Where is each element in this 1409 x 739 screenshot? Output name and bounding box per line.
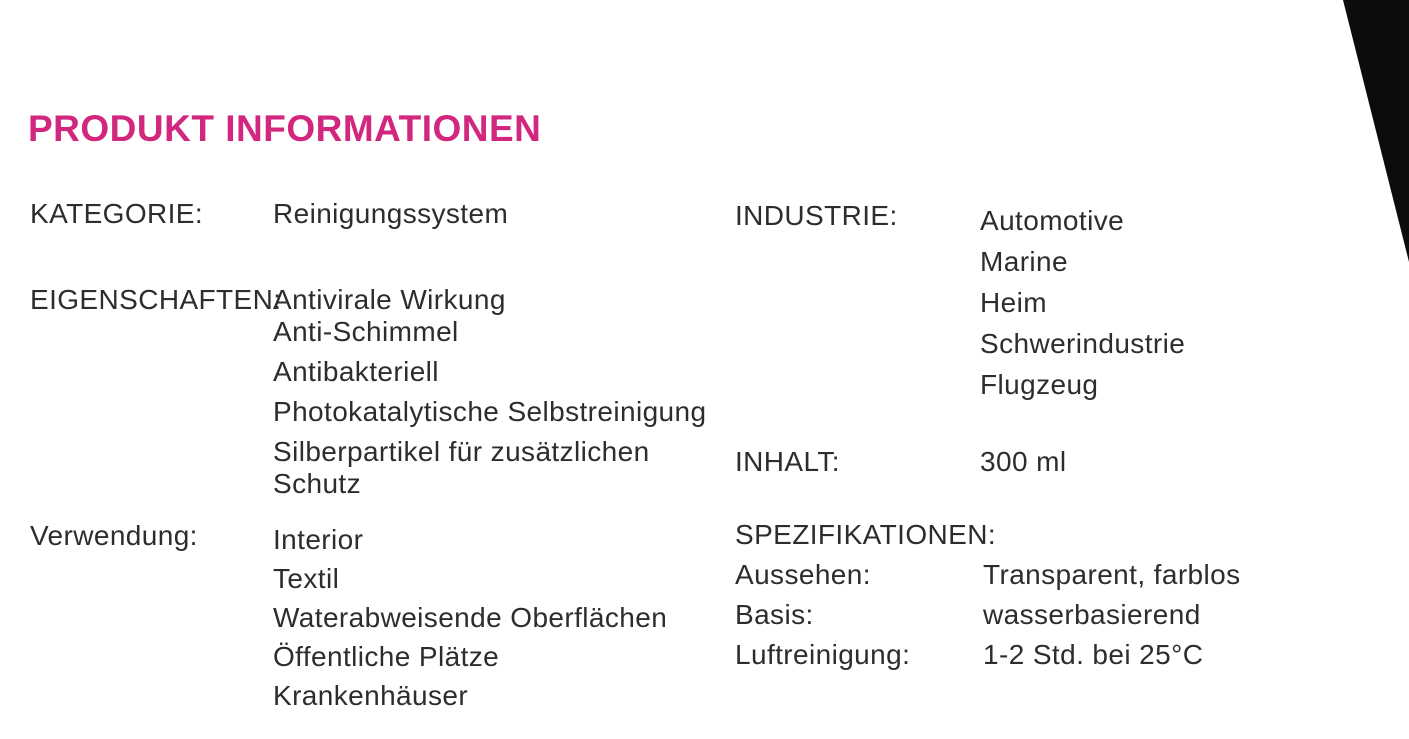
spec-row: Luftreinigung: 1-2 Std. bei 25°C — [735, 635, 1241, 675]
luftreinigung-value: 1-2 Std. bei 25°C — [983, 639, 1204, 670]
list-item: Heim — [980, 287, 1047, 318]
verwendung-label: Verwendung: — [30, 520, 198, 551]
verwendung-section: Verwendung: Interior Textil Waterabweise… — [30, 520, 667, 715]
inhalt-value: 300 ml — [980, 446, 1067, 477]
luftreinigung-label: Luftreinigung: — [735, 639, 911, 670]
spec-row: Basis: wasserbasierend — [735, 595, 1241, 635]
list-item: Anti-Schimmel — [273, 316, 459, 347]
list-item: Waterabweisende Oberflächen — [273, 602, 668, 633]
list-item: Silberpartikel für zusätzlichen Schutz — [273, 436, 650, 499]
eigenschaften-section: EIGENSCHAFTEN: Antivirale Wirkung Anti-S… — [30, 284, 743, 500]
aussehen-value: Transparent, farblos — [983, 559, 1241, 590]
kategorie-label: KATEGORIE: — [30, 198, 204, 229]
basis-value: wasserbasierend — [983, 599, 1201, 630]
list-item: Antivirale Wirkung — [273, 284, 506, 315]
list-item: Schwerindustrie — [980, 328, 1186, 359]
list-item: Automotive — [980, 205, 1125, 236]
list-item: Interior — [273, 524, 364, 555]
list-item: Photokatalytische Selbstreinigung — [273, 396, 707, 427]
kategorie-value: Reinigungssystem — [273, 198, 509, 229]
inhalt-row: INHALT: 300 ml — [735, 446, 1066, 478]
list-item: Marine — [980, 246, 1068, 277]
spezifikationen-section: SPEZIFIKATIONEN: Aussehen: Transparent, … — [735, 515, 1241, 675]
list-item: Textil — [273, 563, 340, 594]
eigenschaften-list: Antivirale Wirkung Anti-Schimmel Antibak… — [273, 284, 743, 500]
industrie-section: INDUSTRIE: Automotive Marine Heim Schwer… — [735, 200, 1185, 405]
verwendung-list: Interior Textil Waterabweisende Oberfläc… — [273, 520, 667, 715]
eigenschaften-label: EIGENSCHAFTEN: — [30, 284, 282, 315]
industrie-label: INDUSTRIE: — [735, 200, 898, 231]
spec-row: Aussehen: Transparent, farblos — [735, 555, 1241, 595]
industrie-list: Automotive Marine Heim Schwerindustrie F… — [980, 200, 1185, 405]
list-item: Krankenhäuser — [273, 680, 469, 711]
kategorie-row: KATEGORIE: Reinigungssystem — [30, 198, 508, 230]
basis-label: Basis: — [735, 599, 814, 630]
inhalt-label: INHALT: — [735, 446, 840, 477]
list-item: Flugzeug — [980, 369, 1099, 400]
page-title: PRODUKT INFORMATIONEN — [28, 108, 542, 149]
list-item: Öffentliche Plätze — [273, 641, 500, 672]
spezifikationen-label: SPEZIFIKATIONEN: — [735, 519, 997, 550]
corner-triangle-decoration — [1343, 0, 1409, 262]
list-item: Antibakteriell — [273, 356, 439, 387]
aussehen-label: Aussehen: — [735, 559, 871, 590]
